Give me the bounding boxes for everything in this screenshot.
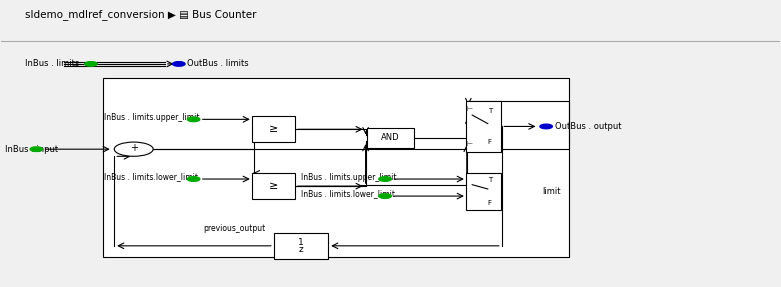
FancyBboxPatch shape — [466, 101, 501, 152]
Text: InBus . limits.upper_limit: InBus . limits.upper_limit — [104, 113, 200, 122]
Text: 1: 1 — [298, 238, 304, 247]
Text: limit: limit — [542, 187, 561, 196]
FancyBboxPatch shape — [274, 233, 328, 259]
Text: InBus . limits.upper_limit: InBus . limits.upper_limit — [301, 172, 397, 182]
Circle shape — [187, 177, 200, 181]
Text: AND: AND — [381, 133, 400, 142]
Text: OutBus . output: OutBus . output — [555, 122, 622, 131]
FancyBboxPatch shape — [367, 128, 414, 148]
Circle shape — [173, 62, 185, 66]
Text: previous_output: previous_output — [204, 224, 266, 233]
Text: ≥: ≥ — [269, 181, 279, 191]
Text: ⊢: ⊢ — [467, 141, 473, 146]
FancyBboxPatch shape — [466, 173, 501, 210]
Circle shape — [114, 142, 153, 156]
Circle shape — [84, 62, 97, 66]
Circle shape — [379, 177, 391, 181]
Text: z: z — [298, 245, 303, 254]
FancyBboxPatch shape — [252, 173, 295, 199]
Text: ⊢: ⊢ — [467, 106, 473, 113]
Text: InBus . limits: InBus . limits — [25, 59, 79, 68]
Text: T: T — [488, 177, 492, 183]
Circle shape — [187, 117, 200, 122]
Text: T: T — [488, 108, 492, 114]
Text: +: + — [130, 143, 137, 153]
Text: InBus . input: InBus . input — [5, 145, 59, 154]
Text: sldemo_mdlref_conversion ▶ ▤ Bus Counter: sldemo_mdlref_conversion ▶ ▤ Bus Counter — [25, 9, 256, 20]
FancyBboxPatch shape — [252, 117, 295, 142]
Text: F: F — [488, 139, 492, 145]
Text: ≥: ≥ — [269, 124, 279, 134]
Text: F: F — [488, 200, 492, 206]
Text: InBus . limits.lower_limit: InBus . limits.lower_limit — [104, 172, 198, 182]
Text: InBus . limits.lower_limit: InBus . limits.lower_limit — [301, 190, 395, 199]
FancyBboxPatch shape — [102, 78, 569, 257]
Text: OutBus . limits: OutBus . limits — [187, 59, 248, 68]
FancyBboxPatch shape — [2, 1, 779, 41]
Circle shape — [30, 147, 43, 152]
Circle shape — [379, 194, 391, 198]
Circle shape — [540, 124, 552, 129]
